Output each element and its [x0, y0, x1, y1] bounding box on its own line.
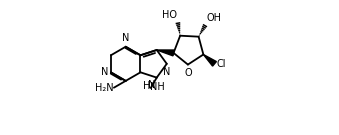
Polygon shape	[203, 55, 216, 66]
Text: N: N	[101, 67, 109, 77]
Text: Cl: Cl	[216, 59, 226, 69]
Text: N: N	[163, 67, 171, 77]
Text: N: N	[122, 33, 129, 43]
Text: OH: OH	[206, 13, 222, 23]
Text: NH: NH	[149, 82, 164, 92]
Text: H: H	[143, 81, 151, 91]
Text: HO: HO	[162, 10, 177, 20]
Polygon shape	[157, 50, 174, 56]
Text: N: N	[147, 80, 155, 90]
Text: O: O	[184, 68, 192, 77]
Text: H₂N: H₂N	[95, 83, 113, 93]
